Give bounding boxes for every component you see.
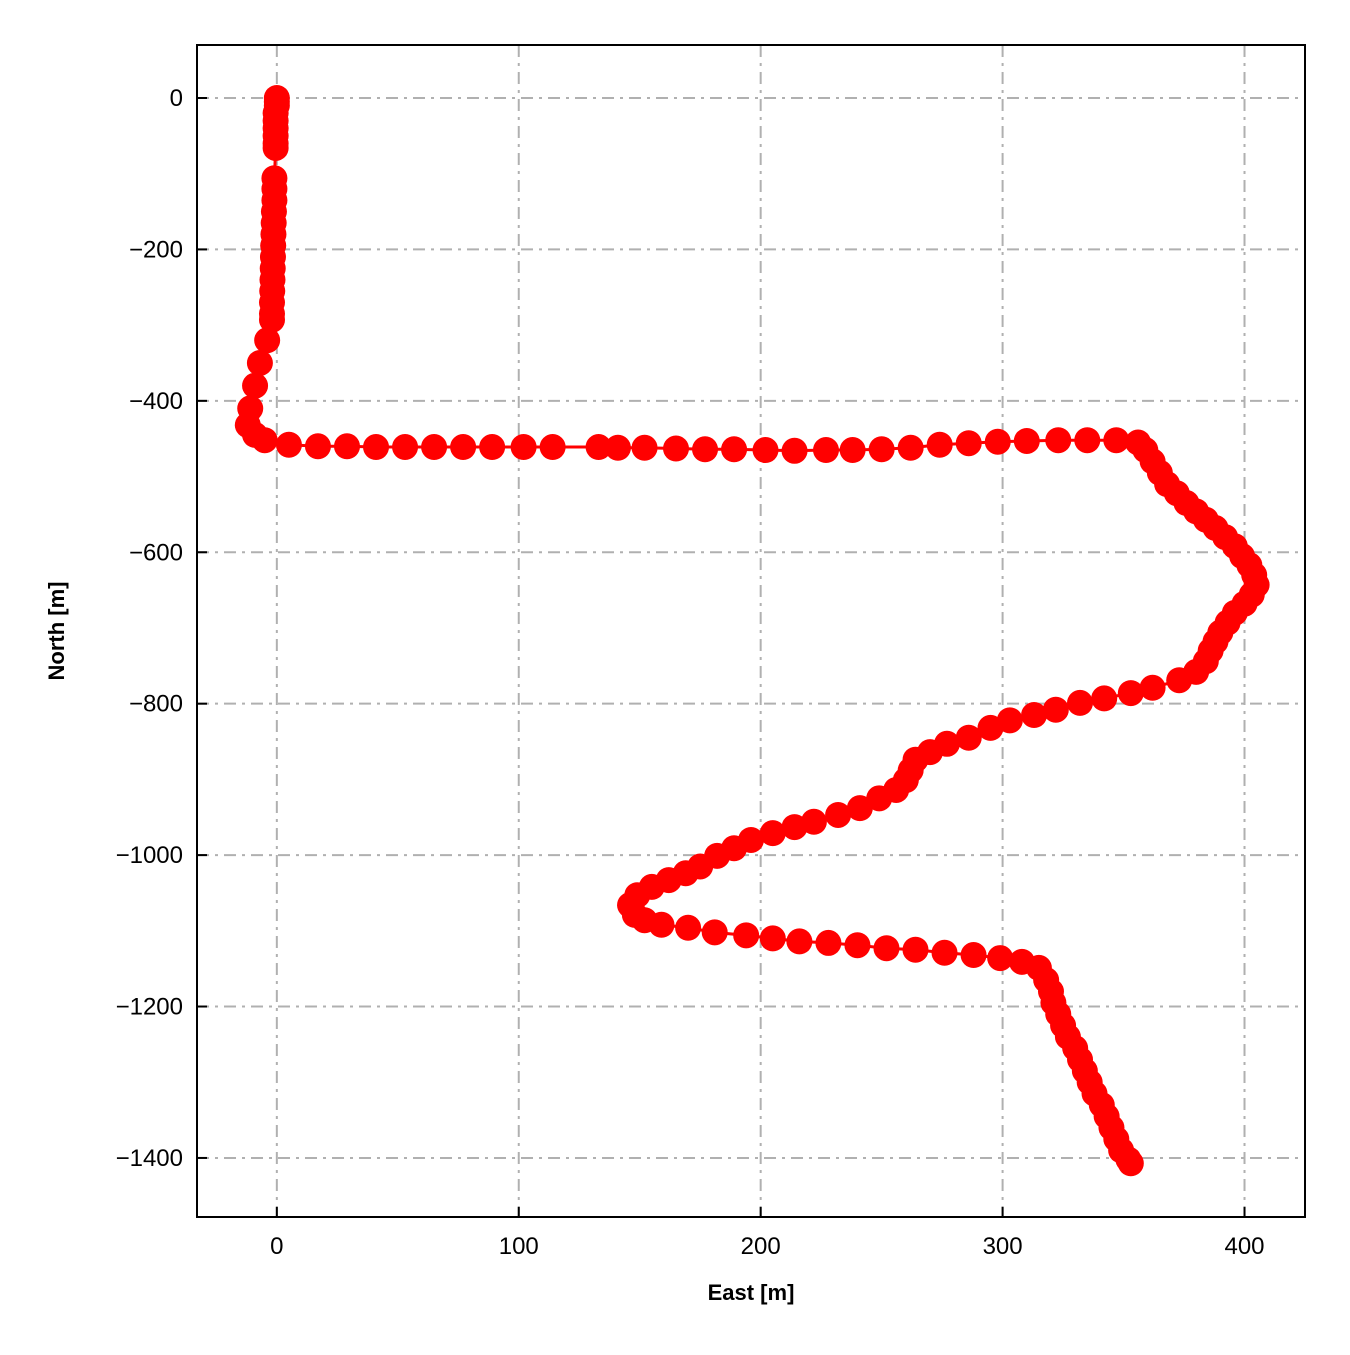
grid	[197, 45, 1305, 1217]
x-axis-label: East [m]	[708, 1280, 795, 1305]
trajectory-point	[242, 372, 269, 399]
y-tick-label: −1400	[116, 1145, 183, 1172]
trajectory-point	[844, 932, 871, 959]
x-tick-label: 300	[983, 1233, 1023, 1260]
trajectory-point	[902, 936, 929, 963]
trajectory-point	[839, 437, 866, 464]
y-tick-label: −400	[129, 388, 183, 415]
trajectory-point	[868, 436, 895, 463]
trajectory-point	[254, 327, 281, 354]
trajectory-point	[510, 434, 537, 461]
y-axis-label: North [m]	[44, 582, 69, 681]
y-tick-label: −200	[129, 236, 183, 263]
trajectory-point	[866, 785, 893, 812]
trajectory-point	[955, 430, 982, 457]
trajectory-point	[812, 437, 839, 464]
trajectory-point	[815, 929, 842, 956]
trajectory-point	[1021, 702, 1048, 729]
trajectory-point	[955, 724, 982, 751]
trajectory-point	[1139, 674, 1166, 701]
trajectory-point	[262, 134, 289, 161]
trajectory-point	[701, 919, 728, 946]
trajectory-point	[1045, 427, 1072, 454]
ticks: 0 100 200 300 400 0 −200 −400 −600 −800 −1000 −1200…	[116, 85, 1265, 1260]
trajectory-point	[631, 434, 658, 461]
trajectory-point	[333, 433, 360, 460]
trajectory-point	[1042, 696, 1069, 723]
x-tick-label: 200	[741, 1233, 781, 1260]
trajectory-point	[450, 434, 477, 461]
x-tick-label: 100	[499, 1233, 539, 1260]
trajectory-point	[825, 801, 852, 828]
plot-frame	[196, 44, 1306, 1218]
y-tick-label: −600	[129, 539, 183, 566]
trajectory-point	[251, 427, 278, 454]
trajectory-point	[1013, 427, 1040, 454]
trajectory-point	[1074, 427, 1101, 454]
x-tick-label: 0	[270, 1233, 283, 1260]
trajectory-point	[258, 306, 285, 333]
y-tick-label: −1000	[116, 842, 183, 869]
trajectory-point	[781, 437, 808, 464]
trajectory-point	[479, 434, 506, 461]
trajectory-point	[1067, 689, 1094, 716]
y-tick-label: 0	[170, 85, 183, 112]
trajectory-point	[1117, 680, 1144, 707]
trajectory-point	[977, 714, 1004, 741]
trajectory-point	[752, 437, 779, 464]
trajectory-line	[246, 97, 1259, 1165]
trajectory-point	[931, 939, 958, 966]
trajectory-point	[663, 435, 690, 462]
trajectory-point	[304, 433, 331, 460]
trajectory-point	[1117, 1150, 1144, 1177]
trajectory-point	[781, 814, 808, 841]
trajectory-point	[926, 431, 953, 458]
trajectory-point	[846, 795, 873, 822]
trajectory-point	[1166, 667, 1193, 694]
trajectory-point	[246, 349, 273, 376]
trajectory-point	[1103, 427, 1130, 454]
series-trajectory	[234, 84, 1270, 1177]
trajectory-point	[275, 431, 302, 458]
y-tick-label: −1200	[116, 994, 183, 1021]
trajectory-point	[759, 925, 786, 952]
trajectory-point	[675, 914, 702, 941]
trajectory-point	[897, 434, 924, 461]
trajectory-point	[692, 436, 719, 463]
trajectory-point	[786, 928, 813, 955]
trajectory-point	[648, 911, 675, 938]
trajectory-point	[987, 945, 1014, 972]
trajectory-point	[733, 922, 760, 949]
trajectory-point	[721, 436, 748, 463]
trajectory-point	[873, 935, 900, 962]
trajectory-point	[759, 820, 786, 847]
trajectory-point	[539, 434, 566, 461]
trajectory-point	[604, 434, 631, 461]
trajectory-point	[1091, 685, 1118, 712]
trajectory-point	[363, 434, 390, 461]
trajectory-point	[585, 434, 612, 461]
trajectory-point	[421, 434, 448, 461]
trajectory-point	[984, 428, 1011, 455]
trajectory-point	[960, 942, 987, 969]
trajectory-point	[392, 434, 419, 461]
x-tick-label: 400	[1224, 1233, 1264, 1260]
y-tick-label: −800	[129, 691, 183, 718]
